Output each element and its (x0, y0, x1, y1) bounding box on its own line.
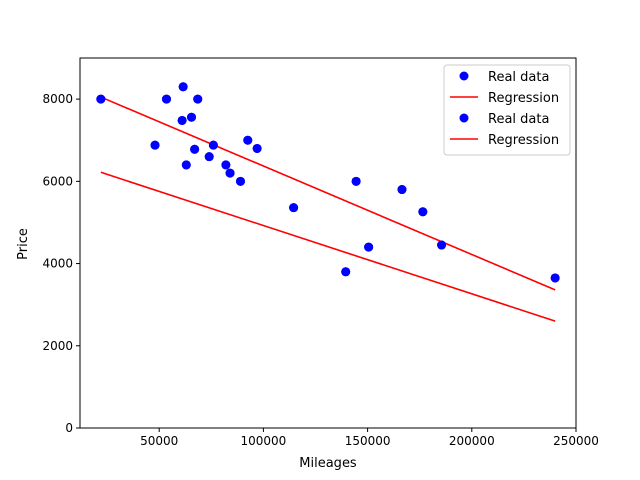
legend-box (443, 64, 571, 156)
x-tick-label-1: 100000 (240, 434, 286, 448)
data-point-2-2 (161, 94, 171, 104)
y-tick-label-1: 2000 (42, 339, 73, 353)
legend: Real data Regression Real data Regression (443, 64, 571, 156)
data-point-2-1 (150, 140, 160, 150)
legend-label-2: Real data (488, 112, 549, 127)
data-point-2-0 (96, 94, 106, 104)
data-point-2-9 (204, 152, 214, 162)
data-point-2-4 (178, 82, 188, 92)
data-point-2-23 (550, 273, 560, 283)
legend-swatch-0 (459, 71, 469, 81)
legend-swatch-2 (459, 113, 469, 123)
axes-frame (79, 57, 577, 429)
legend-label-3: Regression (488, 133, 559, 148)
regression-line-1 (100, 96, 556, 291)
regression-line-3 (100, 171, 556, 322)
x-tick-label-4: 250000 (553, 434, 599, 448)
y-tick-label-0: 0 (65, 421, 73, 435)
data-point-2-19 (364, 242, 374, 252)
x-tick-label-0: 50000 (140, 434, 178, 448)
y-tick-label-2: 4000 (42, 257, 73, 271)
data-point-2-6 (186, 112, 196, 122)
y-axis-label: Price (16, 228, 31, 260)
legend-label-0: Real data (488, 70, 549, 85)
x-axis-label: Mileages (299, 456, 357, 471)
data-point-2-14 (243, 135, 253, 145)
data-point-2-10 (208, 140, 218, 150)
x-tick-label-2: 150000 (345, 434, 391, 448)
data-point-2-15 (252, 143, 262, 153)
data-point-2-18 (351, 176, 361, 186)
plot-area (96, 82, 560, 322)
data-point-2-17 (341, 267, 351, 277)
data-point-2-20 (397, 185, 407, 195)
legend-label-1: Regression (488, 91, 559, 106)
data-point-2-22 (437, 240, 447, 250)
x-tick-label-3: 200000 (449, 434, 495, 448)
data-point-2-13 (235, 176, 245, 186)
axes: 50000 100000 150000 200000 250000 0 2000 4000 60… (42, 57, 599, 448)
y-tick-label-3: 6000 (42, 174, 73, 188)
y-tick-label-4: 8000 (42, 92, 73, 106)
data-point-2-5 (181, 160, 191, 170)
data-point-2-3 (177, 115, 187, 125)
data-point-2-21 (418, 207, 428, 217)
data-point-2-11 (221, 160, 231, 170)
data-point-2-8 (193, 94, 203, 104)
data-point-2-7 (190, 144, 200, 154)
data-point-2-16 (289, 203, 299, 213)
data-point-2-12 (225, 168, 235, 178)
